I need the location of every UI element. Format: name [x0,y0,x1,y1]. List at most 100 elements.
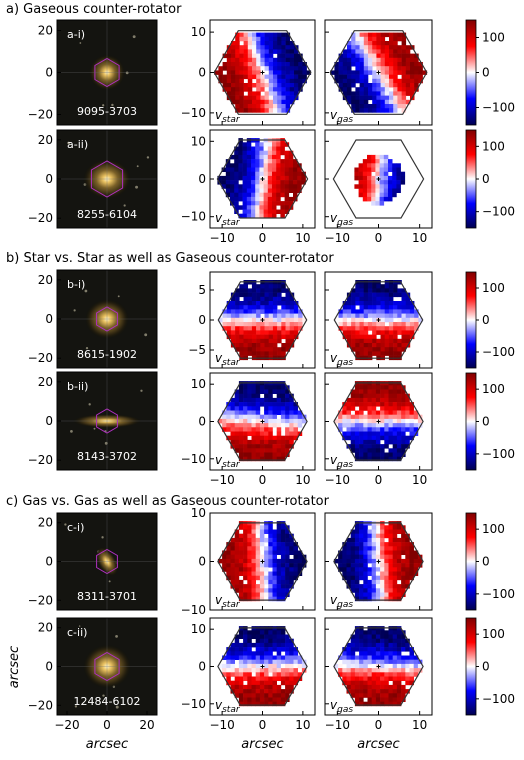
velocity-pixel [255,680,261,686]
velocity-pixel [268,456,273,462]
velocity-pixel [264,317,269,323]
velocity-pixel [359,418,364,424]
velocity-pixel [264,36,270,42]
velocity-pixel [338,550,343,555]
velocity-pixel [358,192,364,198]
section-title-a: a) Gaseous counter-rotator [6,2,182,17]
velocity-pixel [363,414,368,420]
velocity-pixel [359,53,365,59]
velocity-pixel [268,32,274,38]
background-star [123,204,126,207]
velocity-pixel [272,668,277,673]
colorbar-tick-label: −100 [482,587,515,601]
velocity-pixel [280,693,286,698]
velocity-pixel [264,288,269,293]
velocity-pixel [401,301,406,306]
velocity-pixel [367,542,372,547]
velocity-pixel [384,309,390,314]
velocity-pixel [230,418,235,424]
velocity-pixel [363,41,369,46]
colorbar-tick-label: 100 [482,522,505,536]
velocity-pixel [268,49,274,54]
velocity-pixel [272,647,277,652]
velocity-pixel [354,525,360,530]
velocity-pixel [285,672,290,677]
velocity-pixel [392,529,398,534]
velocity-pixel [371,684,377,690]
velocity-pixel [380,301,385,306]
velocity-pixel [272,680,277,686]
velocity-pixel [243,49,249,54]
velocity-pixel [409,550,414,555]
velocity-pixel [285,296,290,302]
velocity-pixel [355,36,360,42]
velocity-pixel [362,188,368,193]
velocity-pixel [400,175,406,181]
velocity-pixel [251,563,256,568]
velocity-pixel [396,668,402,673]
velocity-pixel [259,167,264,172]
velocity-pixel [255,171,260,177]
velocity-pixel [234,638,240,644]
background-star [93,427,96,430]
velocity-pixel [388,418,393,424]
velocity-pixel [397,104,402,109]
velocity-pixel [375,701,381,707]
velocity-pixel [350,642,356,648]
velocity-pixel [346,330,352,335]
velocity-pixel [363,659,368,665]
velocity-pixel [251,338,257,344]
image-ytick-label: 20 [38,516,53,530]
velocity-pixel [264,83,270,88]
velocity-pixel [375,634,381,639]
velocity-pixel [384,558,389,564]
velocity-pixel [372,301,377,306]
velocity-pixel [379,175,385,181]
star-map-ytick-label: −10 [181,697,206,711]
colorbar-tick-label: 0 [482,660,490,674]
velocity-pixel [354,642,360,648]
velocity-pixel [276,393,282,399]
velocity-pixel [371,175,376,181]
velocity-pixel [243,393,248,399]
velocity-pixel [289,651,294,656]
velocity-pixel [375,542,381,547]
velocity-pixel [355,62,360,67]
velocity-pixel [372,70,377,75]
velocity-pixel [350,693,356,698]
velocity-pixel [252,83,257,88]
velocity-pixel [264,322,269,327]
velocity-pixel [246,167,252,172]
velocity-pixel [238,550,244,555]
velocity-pixel [384,638,389,644]
velocity-pixel [375,588,381,593]
velocity-pixel [289,91,295,96]
velocity-pixel [267,171,273,177]
velocity-pixel [401,406,406,411]
velocity-pixel [401,638,406,644]
velocity-pixel [338,83,344,88]
velocity-pixel [375,448,381,453]
velocity-pixel [252,49,257,54]
velocity-pixel [359,351,364,356]
velocity-pixel [234,444,240,449]
image-ytick-label: 20 [38,133,53,147]
velocity-pixel [338,87,344,92]
velocity-pixel [388,180,393,185]
velocity-pixel [401,313,406,319]
velocity-pixel [354,546,360,551]
velocity-pixel [230,338,236,344]
velocity-pixel [285,45,291,50]
velocity-pixel [280,533,286,539]
velocity-pixel [359,655,364,660]
velocity-pixel [272,423,277,428]
velocity-pixel [405,668,410,673]
velocity-pixel [355,347,360,352]
velocity-pixel [375,159,380,164]
velocity-pixel [285,78,291,84]
velocity-pixel [234,672,240,677]
velocity-pixel [289,558,294,564]
velocity-pixel [285,533,290,539]
velocity-pixel [267,192,273,198]
